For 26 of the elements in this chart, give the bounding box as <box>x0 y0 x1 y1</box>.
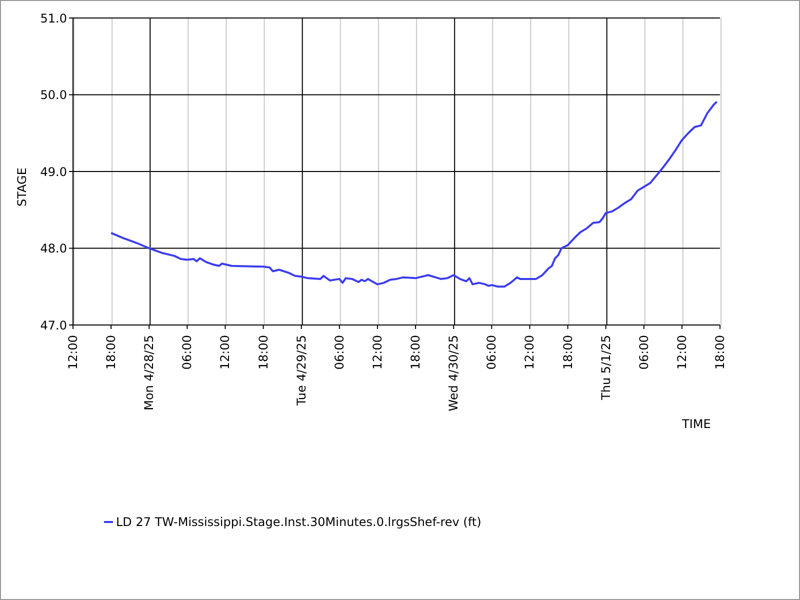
y-tick-label: 51.0 <box>40 11 67 26</box>
x-tick-label: 18:00 <box>560 335 575 370</box>
x-tick-label: 12:00 <box>522 335 537 370</box>
x-tick-label: Wed 4/30/25 <box>446 335 461 412</box>
x-tick-label: Mon 4/28/25 <box>142 335 156 410</box>
x-tick-label: 06:00 <box>484 335 499 370</box>
x-tick-label: 12:00 <box>66 335 80 370</box>
x-axis-title: TIME <box>682 417 711 431</box>
x-tick-label: 18:00 <box>713 335 727 370</box>
y-axis-title: STAGE <box>15 168 29 206</box>
x-tick-label: Tue 4/29/25 <box>294 335 308 407</box>
x-tick-label: 18:00 <box>104 335 118 370</box>
y-tick-label: 47.0 <box>40 318 67 332</box>
y-tick-label: 48.0 <box>40 242 67 256</box>
y-tick-label: 50.0 <box>40 88 67 102</box>
x-tick-label: 18:00 <box>408 335 423 370</box>
x-tick-label: 06:00 <box>180 335 194 370</box>
x-tick-label: 12:00 <box>370 335 384 370</box>
x-tick-label: 06:00 <box>636 335 651 370</box>
x-tick-label: 18:00 <box>256 335 270 370</box>
y-tick-label: 49.0 <box>40 164 67 179</box>
x-tick-label: 06:00 <box>332 335 346 370</box>
x-tick-label: 12:00 <box>674 335 689 370</box>
legend-label: LD 27 TW-Mississippi.Stage.Inst.30Minutes.0.lrgsShef-rev (ft) <box>116 515 482 529</box>
x-tick-label: Thu 5/1/25 <box>598 335 613 401</box>
x-tick-label: 12:00 <box>218 335 232 370</box>
